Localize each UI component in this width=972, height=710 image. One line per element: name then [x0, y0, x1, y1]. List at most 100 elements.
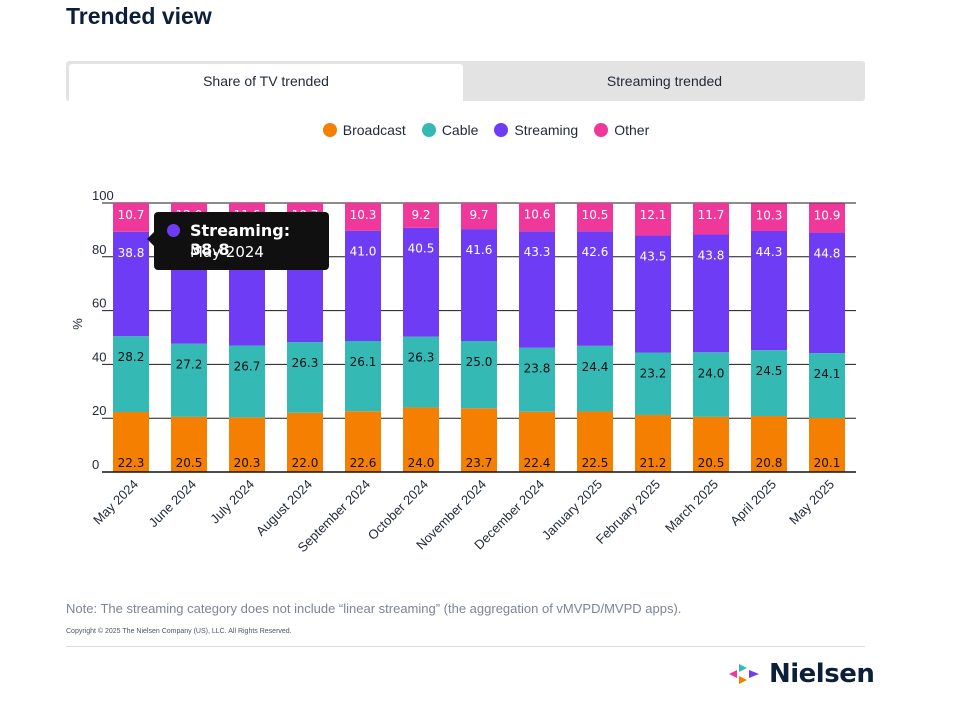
bar-broadcast-5 [345, 411, 381, 472]
data-label-broadcast-5: 22.6 [350, 456, 377, 470]
data-label-cable-10: 23.2 [640, 367, 667, 381]
footer-divider [66, 646, 865, 647]
data-label-broadcast-2: 20.5 [176, 456, 203, 470]
legend-item-other[interactable]: Other [594, 122, 649, 138]
y-axis-label: % [70, 318, 85, 330]
x-tick-label-1: May 2024 [90, 477, 141, 528]
bar-streaming-11 [693, 234, 729, 353]
data-label-other-9: 10.5 [582, 208, 609, 222]
legend-dot-streaming [494, 123, 509, 137]
bar-streaming-8 [519, 231, 555, 348]
data-label-broadcast-12: 20.8 [756, 456, 783, 470]
y-tick-label-0: 0 [92, 457, 99, 472]
x-tick-label-4: August 2024 [253, 477, 315, 539]
tooltip-category: May 2024 [190, 243, 264, 261]
data-label-cable-7: 25.0 [466, 355, 493, 369]
bar-broadcast-13 [809, 417, 845, 472]
bar-cable-5 [345, 340, 381, 412]
data-label-streaming-5: 41.0 [350, 245, 377, 259]
bar-other-11 [693, 203, 729, 235]
tab-streaming-trended[interactable]: Streaming trended [606, 73, 723, 89]
x-tick-label-11: March 2025 [662, 477, 721, 536]
bar-streaming-10 [635, 235, 671, 353]
bar-other-1 [113, 203, 149, 232]
legend-dot-broadcast [322, 123, 337, 137]
bar-cable-7 [461, 340, 497, 409]
bar-other-13 [809, 203, 845, 233]
bar-broadcast-8 [519, 411, 555, 472]
data-label-cable-13: 24.1 [814, 367, 841, 381]
data-label-other-12: 10.3 [756, 208, 783, 222]
data-label-streaming-11: 43.8 [698, 248, 725, 262]
bar-streaming-12 [751, 230, 787, 351]
bar-broadcast-11 [693, 416, 729, 472]
bar-cable-12 [751, 350, 787, 417]
bar-streaming-1 [113, 231, 149, 337]
data-label-broadcast-11: 20.5 [698, 456, 725, 470]
y-tick-label-20: 20 [92, 403, 106, 418]
tab-bar: Share of TV trended Streaming trended [66, 61, 865, 101]
legend-item-broadcast[interactable]: Broadcast [322, 122, 406, 138]
bar-cable-10 [635, 352, 671, 415]
data-label-cable-11: 24.0 [698, 366, 725, 380]
data-label-broadcast-1: 22.3 [118, 456, 145, 470]
bar-streaming-6 [403, 227, 439, 337]
bar-other-5 [345, 203, 381, 231]
data-label-cable-3: 26.7 [234, 360, 261, 374]
legend-label-broadcast: Broadcast [342, 122, 406, 138]
bar-broadcast-9 [577, 411, 613, 472]
footnote: Note: The streaming category does not in… [66, 601, 682, 616]
data-label-cable-6: 26.3 [408, 351, 435, 365]
tooltip-arrow [147, 232, 154, 246]
data-label-other-13: 10.9 [814, 208, 841, 222]
data-label-cable-2: 27.2 [176, 358, 203, 372]
bar-broadcast-6 [403, 407, 439, 472]
data-label-cable-8: 23.8 [524, 362, 551, 376]
data-label-streaming-7: 41.6 [466, 243, 493, 257]
data-label-streaming-1: 38.8 [118, 246, 145, 260]
bar-broadcast-7 [461, 408, 497, 472]
data-label-broadcast-10: 21.2 [640, 456, 667, 470]
bar-broadcast-10 [635, 414, 671, 472]
bar-other-7 [461, 203, 497, 230]
chart-tooltip: Streaming: 38.8 May 2024 [147, 212, 329, 270]
legend-label-cable: Cable [441, 122, 479, 138]
bar-broadcast-12 [751, 416, 787, 472]
legend-item-cable[interactable]: Cable [421, 122, 479, 138]
data-label-cable-5: 26.1 [350, 355, 377, 369]
data-label-broadcast-3: 20.3 [234, 456, 261, 470]
bar-cable-6 [403, 336, 439, 408]
x-tick-label-13: May 2025 [786, 477, 837, 528]
data-label-streaming-8: 43.3 [524, 245, 551, 259]
bar-other-12 [751, 203, 787, 231]
bar-cable-4 [287, 342, 323, 413]
bar-streaming-9 [577, 231, 613, 346]
data-label-other-6: 9.2 [411, 208, 430, 222]
nielsen-logo-icon [729, 664, 759, 684]
bar-cable-8 [519, 347, 555, 412]
x-tick-label-3: July 2024 [207, 477, 257, 527]
nielsen-logo: Nielsen [729, 659, 875, 689]
data-label-broadcast-7: 23.7 [466, 456, 493, 470]
legend-item-streaming[interactable]: Streaming [494, 122, 578, 138]
data-label-other-5: 10.3 [350, 208, 377, 222]
bar-streaming-13 [809, 232, 845, 354]
bar-streaming-7 [461, 229, 497, 341]
chart-legend: Broadcast Cable Streaming Other [0, 121, 972, 139]
tab-share-of-tv-trended[interactable]: Share of TV trended [69, 64, 463, 101]
data-label-streaming-13: 44.8 [814, 247, 841, 261]
bar-cable-1 [113, 336, 149, 413]
data-label-broadcast-8: 22.4 [524, 456, 551, 470]
data-label-streaming-6: 40.5 [408, 242, 435, 256]
legend-dot-other [594, 123, 609, 137]
bar-broadcast-3 [229, 417, 265, 472]
y-tick-label-40: 40 [92, 349, 106, 364]
data-label-cable-12: 24.5 [756, 364, 783, 378]
data-label-broadcast-4: 22.0 [292, 456, 319, 470]
legend-dot-cable [421, 123, 436, 137]
bar-streaming-5 [345, 230, 381, 341]
x-tick-label-12: April 2025 [727, 477, 779, 529]
data-label-broadcast-13: 20.1 [814, 456, 841, 470]
data-label-cable-1: 28.2 [118, 350, 145, 364]
y-tick-label-80: 80 [92, 242, 106, 257]
